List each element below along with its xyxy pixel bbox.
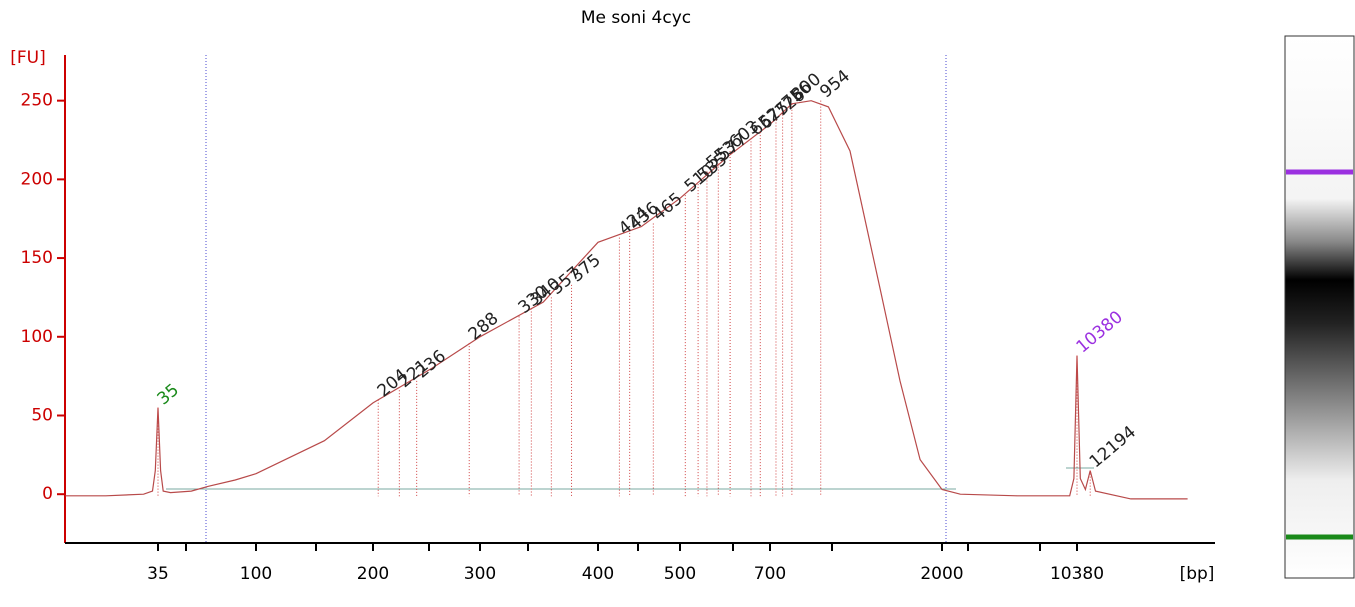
y-tick-label: 200 — [21, 169, 53, 189]
x-tick-label: 500 — [664, 564, 696, 584]
x-tick-label: 2000 — [920, 564, 963, 584]
x-tick-label: 400 — [582, 564, 614, 584]
peak-label: 10380 — [1073, 307, 1127, 357]
x-tick-label: 300 — [464, 564, 496, 584]
peak-label: 288 — [465, 309, 503, 345]
y-tick-label: 0 — [42, 484, 53, 504]
x-tick-label: 200 — [357, 564, 389, 584]
y-tick-label: 150 — [21, 248, 53, 268]
trace — [65, 100, 1188, 500]
x-tick-label: 10380 — [1050, 564, 1104, 584]
y-axis-label: [FU] — [10, 48, 46, 68]
gel-lane — [1284, 35, 1355, 579]
x-tick-label: 35 — [147, 564, 169, 584]
y-tick-label: 100 — [21, 327, 53, 347]
peak-label: 12194 — [1086, 422, 1140, 472]
peak-label: 954 — [816, 66, 854, 102]
y-tick-label: 50 — [31, 405, 53, 425]
chart-title: Me soni 4cyc — [581, 8, 691, 28]
x-tick-label: 100 — [240, 564, 272, 584]
peak-label: 35 — [154, 380, 183, 409]
y-tick-label: 250 — [21, 91, 53, 111]
x-axis-label: [bp] — [1180, 564, 1215, 584]
x-tick-label: 700 — [754, 564, 786, 584]
